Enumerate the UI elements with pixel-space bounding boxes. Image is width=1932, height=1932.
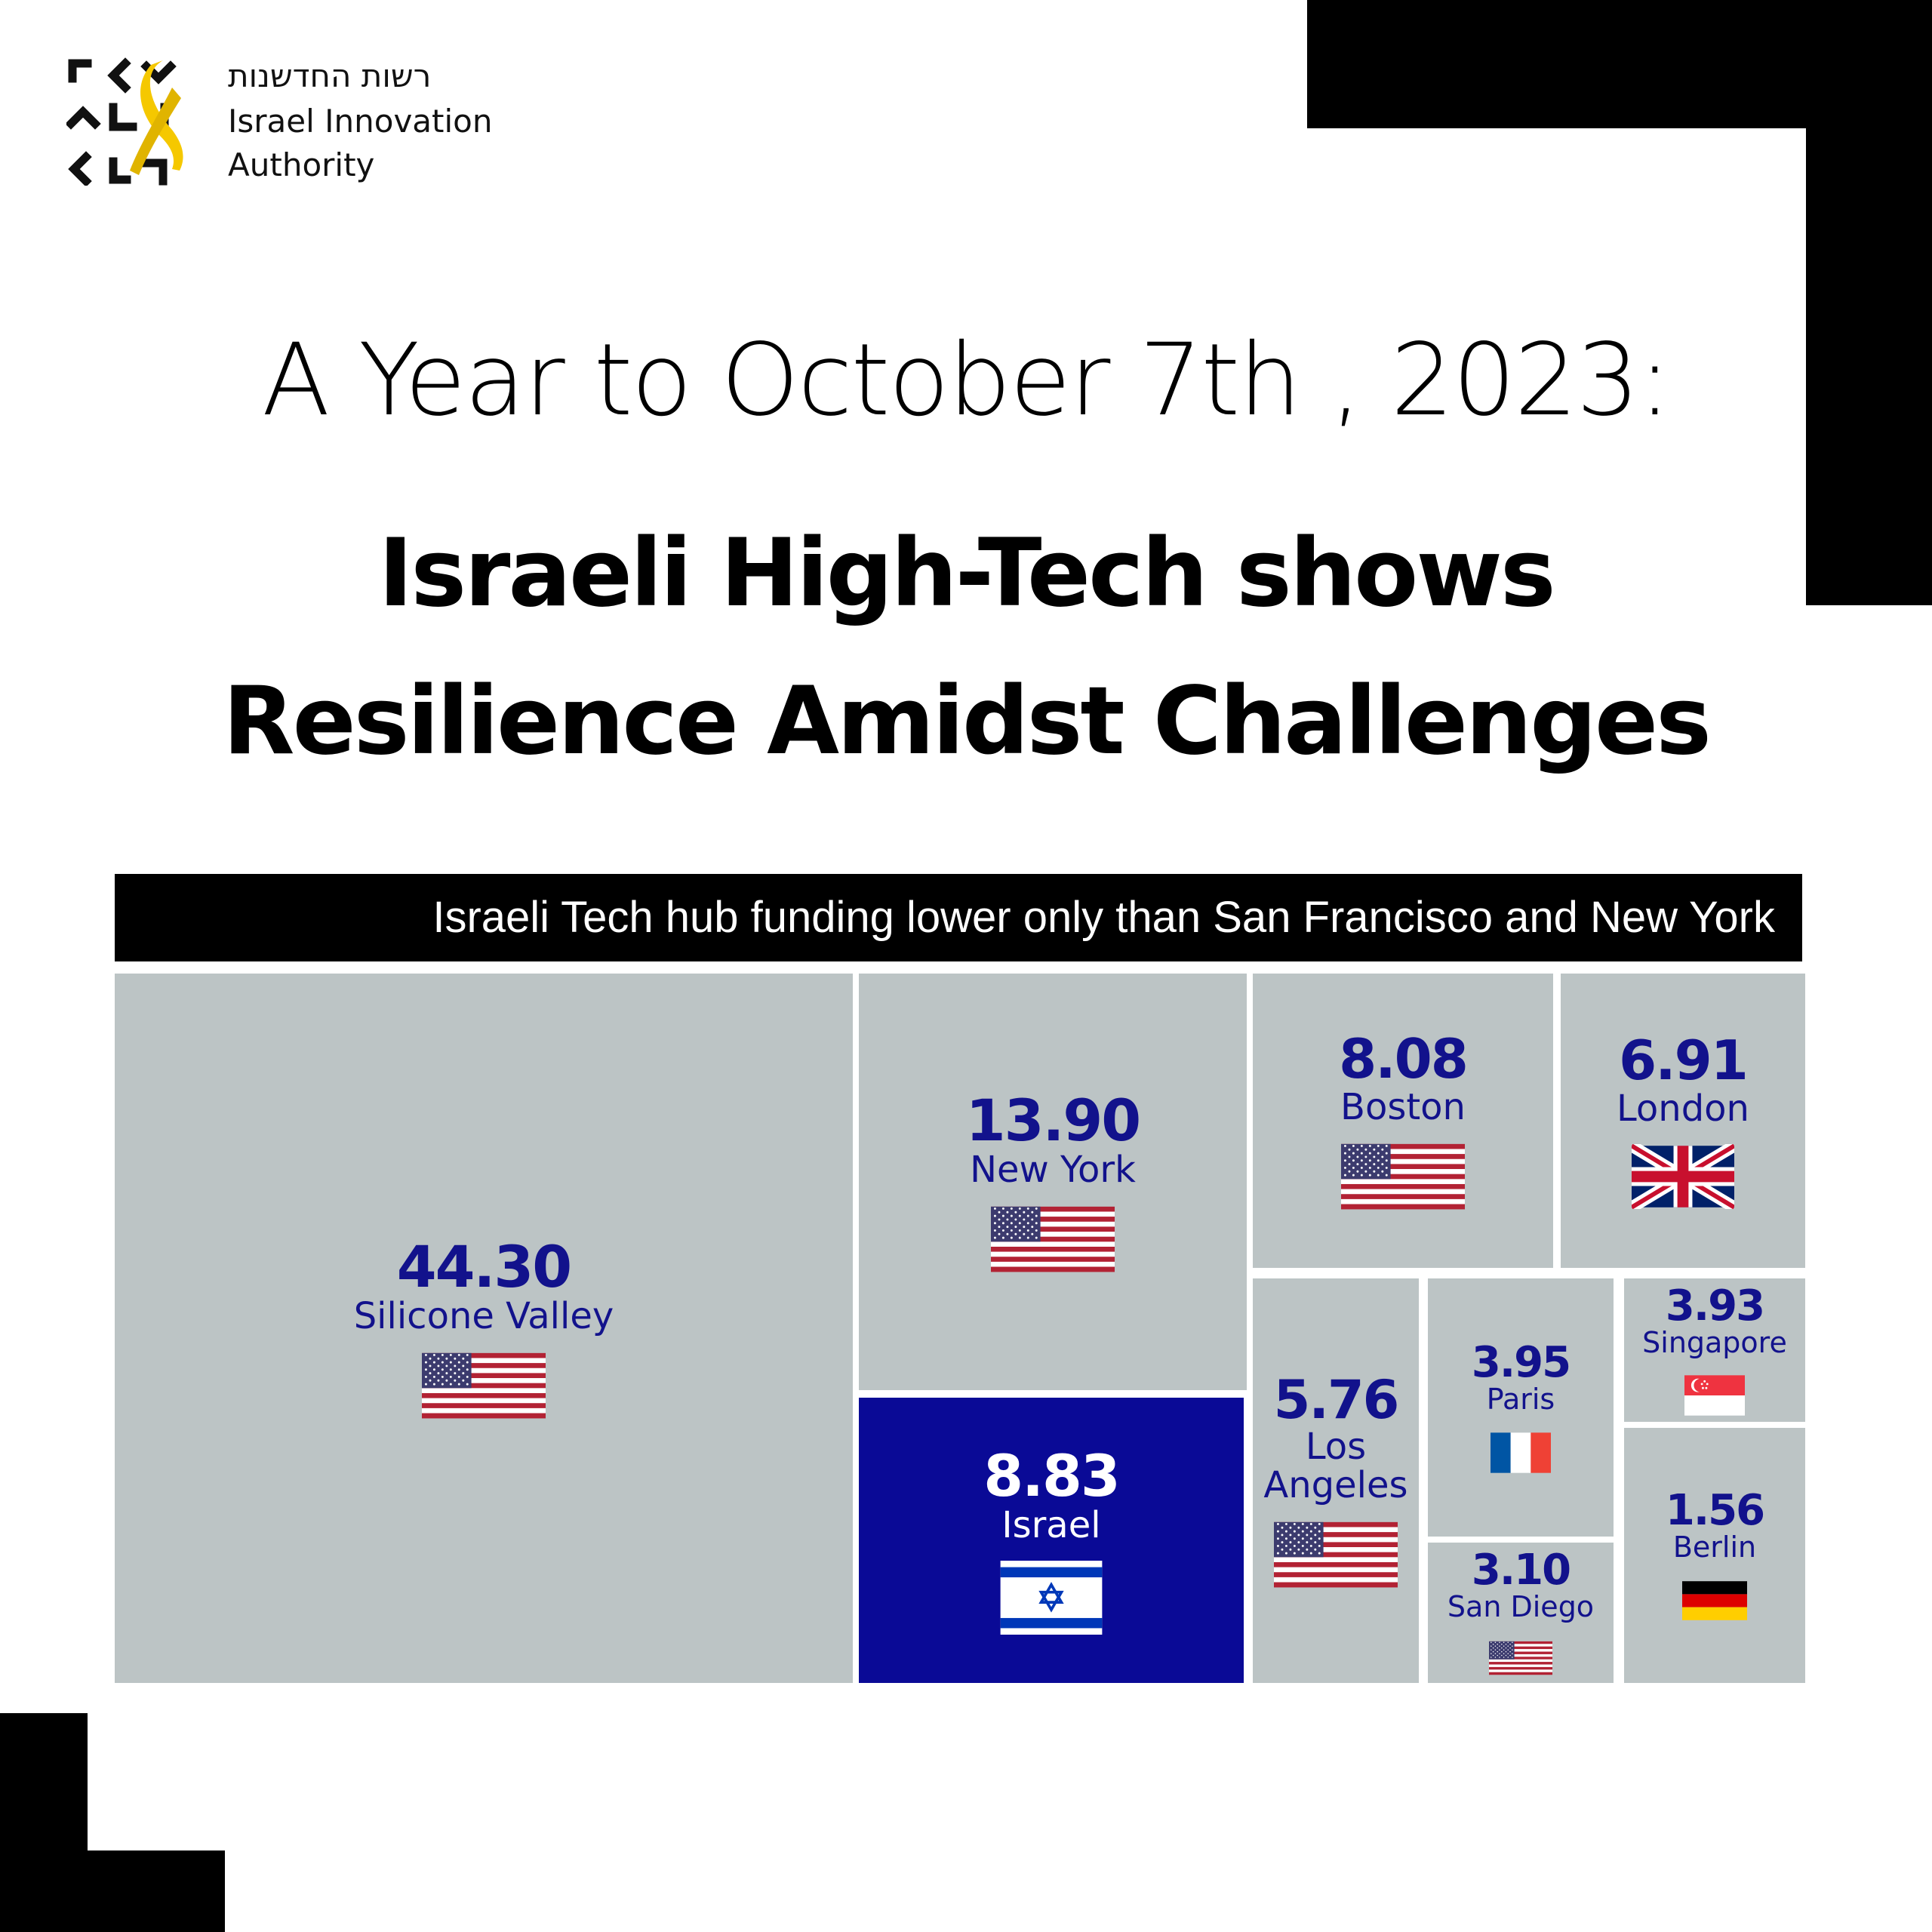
tile-value-label: 3.93 bbox=[1665, 1281, 1765, 1331]
tile-name-label: Paris bbox=[1486, 1383, 1555, 1417]
corner-frame-bottom-left-horizontal bbox=[0, 1850, 225, 1932]
tile-value-label: 6.91 bbox=[1619, 1029, 1749, 1092]
corner-frame-top-right-horizontal bbox=[1307, 0, 1808, 128]
heading-title-line2: Resilience Amidst Challenges bbox=[223, 667, 1712, 776]
tile-name-label: Boston bbox=[1340, 1085, 1466, 1128]
tile-name-label: Singapore bbox=[1642, 1326, 1787, 1360]
tile-name-label: Israel bbox=[1001, 1503, 1101, 1546]
org-name-hebrew: רשות החדשנות bbox=[228, 57, 432, 94]
org-name-line1: Israel Innovation bbox=[228, 103, 493, 140]
tile-value-label: 8.08 bbox=[1339, 1027, 1469, 1091]
heading-subtitle: A Year to October 7th , 2023: bbox=[261, 322, 1672, 438]
treemap-tile-boston: 8.08 Boston bbox=[1253, 974, 1553, 1268]
treemap-tile-paris: 3.95 Paris bbox=[1428, 1278, 1614, 1537]
tile-name-label: New York bbox=[970, 1148, 1136, 1191]
chart-title-banner: Israeli Tech hub funding lower only than… bbox=[115, 874, 1802, 961]
tile-value-label: 8.83 bbox=[983, 1441, 1121, 1509]
tile-name-label: Los Angeles bbox=[1263, 1426, 1408, 1506]
treemap-tile-los-angeles: 5.76 Los Angeles bbox=[1253, 1278, 1419, 1683]
heading-title-line1: Israeli High-Tech shows bbox=[378, 519, 1555, 628]
tile-name-label: Silicone Valley bbox=[353, 1294, 614, 1337]
singapore-flag-icon bbox=[1684, 1375, 1745, 1417]
tile-value-label: 5.76 bbox=[1273, 1368, 1400, 1431]
tile-name-label: Berlin bbox=[1672, 1531, 1757, 1564]
treemap-tile-san-diego: 3.10 San Diego bbox=[1428, 1543, 1614, 1683]
corner-frame-top-right-vertical bbox=[1806, 0, 1932, 605]
us-flag-icon bbox=[991, 1206, 1115, 1272]
uk-flag-icon bbox=[1632, 1143, 1734, 1209]
israel-innovation-authority-logo bbox=[66, 57, 183, 186]
chart-title: Israeli Tech hub funding lower only than… bbox=[432, 893, 1775, 942]
us-flag-icon bbox=[1341, 1143, 1465, 1210]
tile-name-label: San Diego bbox=[1447, 1590, 1595, 1624]
treemap-tile-london: 6.91 London bbox=[1561, 974, 1805, 1268]
us-flag-icon bbox=[1274, 1521, 1398, 1588]
treemap-tile-new-york: 13.90 New York bbox=[859, 974, 1247, 1390]
tile-value-label: 3.10 bbox=[1471, 1545, 1571, 1595]
tile-value-label: 1.56 bbox=[1665, 1485, 1765, 1535]
tile-value-label: 13.90 bbox=[965, 1086, 1141, 1154]
treemap-tile-silicone-valley: 44.30 Silicone Valley bbox=[115, 974, 853, 1683]
treemap-tile-israel: 8.83 Israel bbox=[859, 1398, 1244, 1683]
tile-value-label: 3.95 bbox=[1471, 1337, 1571, 1387]
treemap-tile-berlin: 1.56 Berlin bbox=[1624, 1428, 1805, 1683]
us-flag-icon bbox=[422, 1352, 546, 1419]
germany-flag-icon bbox=[1682, 1581, 1747, 1621]
org-name-line2: Authority bbox=[228, 146, 375, 183]
us-flag-icon bbox=[1489, 1641, 1552, 1675]
treemap-tile-singapore: 3.93 Singapore bbox=[1624, 1278, 1805, 1422]
israel-flag-icon bbox=[1000, 1561, 1103, 1635]
tile-name-label: London bbox=[1617, 1087, 1749, 1130]
france-flag-icon bbox=[1491, 1432, 1551, 1474]
tile-value-label: 44.30 bbox=[396, 1232, 572, 1300]
